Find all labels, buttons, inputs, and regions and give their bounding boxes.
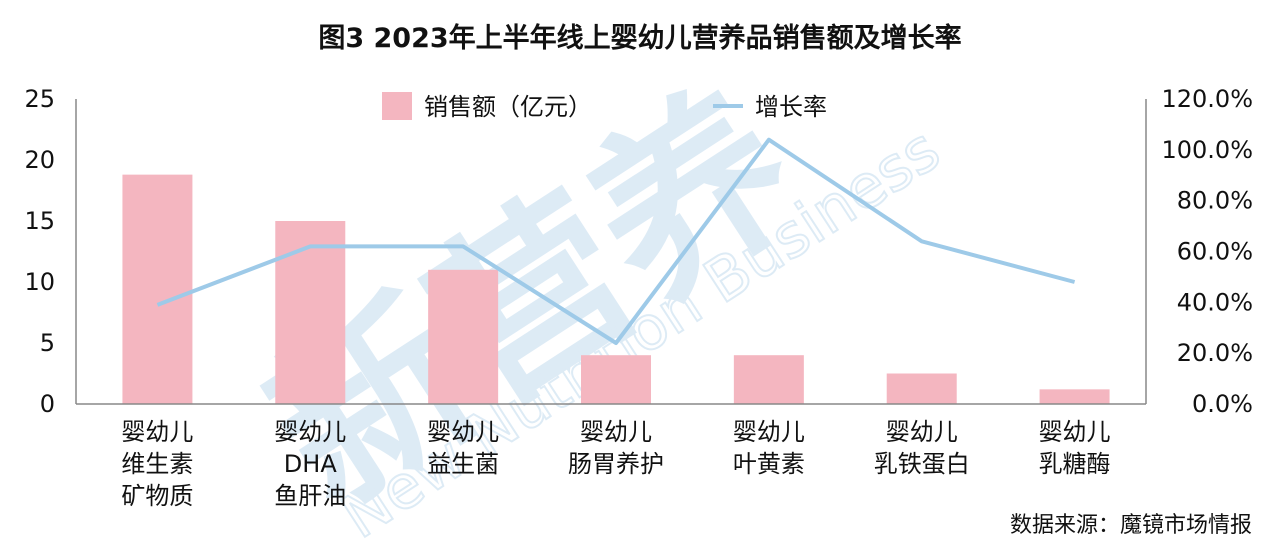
right-tick-label: 0.0% (1192, 390, 1253, 418)
category-label: 婴幼儿 (274, 418, 346, 446)
left-axis-ticks: 0 5 10 15 20 25 (24, 85, 55, 418)
category-label: 矿物质 (121, 482, 193, 510)
right-tick-label: 60.0% (1177, 238, 1253, 266)
bar-series (122, 174, 1110, 404)
category-label: 婴幼儿 (427, 418, 499, 446)
source-note: 数据来源：魔镜市场情报 (1010, 513, 1252, 538)
bar (733, 355, 804, 404)
chart-title: 图3 2023年上半年线上婴幼儿营养品销售额及增长率 (318, 22, 961, 54)
category-label: 叶黄素 (733, 450, 805, 478)
category-label: 维生素 (121, 450, 193, 478)
category-label: 婴幼儿 (580, 418, 652, 446)
legend-bar-label: 销售额（亿元） (424, 93, 592, 121)
category-label: 鱼肝油 (274, 482, 346, 510)
legend: 销售额（亿元） 增长率 (382, 92, 827, 121)
bar (122, 174, 193, 404)
category-label: 婴幼儿 (733, 418, 805, 446)
right-axis-ticks: 0.0% 20.0% 40.0% 60.0% 80.0% 100.0% 120.0% (1161, 85, 1253, 418)
category-label: DHA (284, 450, 338, 478)
left-tick-label: 10 (24, 268, 55, 296)
left-tick-label: 20 (24, 146, 55, 174)
bar (1039, 389, 1110, 404)
category-label: 乳糖酶 (1039, 450, 1111, 478)
bar (886, 373, 957, 404)
line-series (156, 137, 1076, 345)
bar (428, 269, 499, 404)
legend-bar-swatch (382, 92, 412, 120)
bar (581, 355, 651, 404)
right-tick-label: 120.0% (1161, 85, 1253, 113)
category-label: 婴幼儿 (1039, 418, 1111, 446)
left-tick-label: 15 (24, 207, 55, 235)
right-tick-label: 40.0% (1177, 288, 1253, 316)
left-tick-label: 25 (24, 85, 55, 113)
right-tick-label: 20.0% (1177, 339, 1253, 367)
category-label: 益生菌 (427, 450, 499, 478)
right-tick-label: 80.0% (1177, 187, 1253, 215)
category-label: 婴幼儿 (886, 418, 958, 446)
category-label: 婴幼儿 (121, 418, 193, 446)
category-label: 乳铁蛋白 (874, 450, 970, 478)
left-tick-label: 5 (40, 329, 55, 357)
bar (275, 221, 346, 404)
left-tick-label: 0 (40, 390, 55, 418)
legend-line-label: 增长率 (755, 93, 827, 121)
category-label: 肠胃养护 (568, 450, 664, 478)
right-tick-label: 100.0% (1161, 136, 1253, 164)
